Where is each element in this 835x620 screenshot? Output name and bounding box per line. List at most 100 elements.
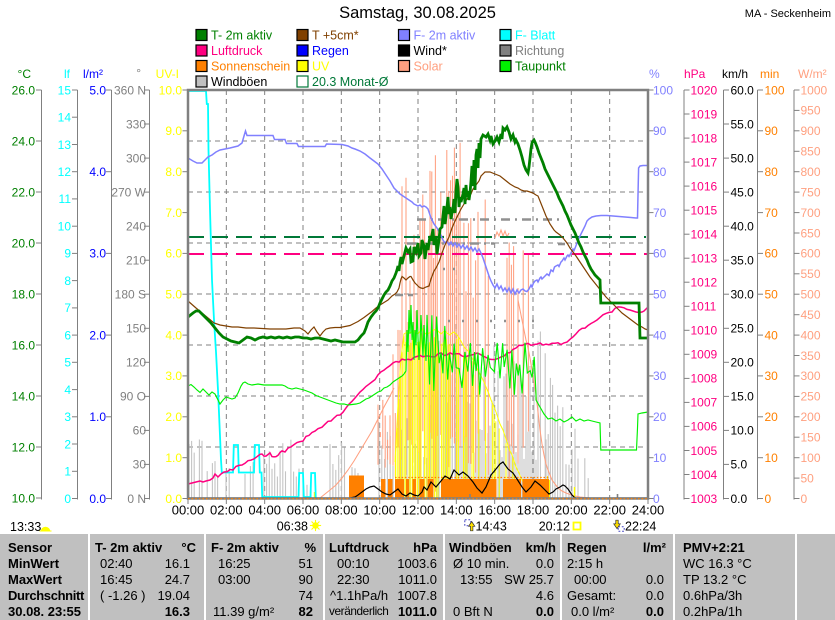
svg-text:10.0: 10.0	[159, 83, 183, 97]
svg-text:200: 200	[801, 410, 821, 424]
svg-text:70: 70	[765, 206, 779, 220]
svg-text:°C: °C	[18, 67, 32, 81]
svg-text:4.0: 4.0	[89, 165, 106, 179]
svg-text:240: 240	[126, 220, 146, 234]
svg-text:0.0: 0.0	[165, 492, 182, 506]
svg-text:°: °	[136, 66, 141, 80]
svg-text:02:00: 02:00	[210, 503, 243, 518]
svg-text:50.0: 50.0	[731, 151, 755, 165]
svg-text:14:43: 14:43	[476, 520, 507, 534]
svg-text:0 N: 0 N	[127, 492, 146, 506]
svg-text:15: 15	[58, 83, 72, 97]
svg-text:0.0: 0.0	[731, 492, 748, 506]
svg-text:Luftdruck: Luftdruck	[211, 44, 263, 58]
svg-text:10.0: 10.0	[12, 491, 36, 505]
svg-text:650: 650	[801, 226, 821, 240]
svg-text:40.0: 40.0	[731, 220, 755, 234]
svg-text:3: 3	[64, 410, 71, 424]
svg-text:450: 450	[801, 308, 821, 322]
svg-text:5.0: 5.0	[731, 458, 748, 472]
svg-text:2.0: 2.0	[89, 328, 106, 342]
svg-text:250: 250	[801, 390, 821, 404]
svg-text:13: 13	[58, 138, 72, 152]
svg-text:Richtung: Richtung	[515, 44, 564, 58]
svg-text:Regen: Regen	[312, 44, 349, 58]
svg-text:08:00: 08:00	[325, 503, 358, 518]
svg-text:20:00: 20:00	[555, 503, 588, 518]
svg-text:20:12: 20:12	[539, 520, 570, 534]
svg-text:1017: 1017	[691, 155, 718, 169]
svg-text:900: 900	[801, 124, 821, 138]
svg-text:0: 0	[765, 492, 772, 506]
svg-text:22:24: 22:24	[625, 520, 656, 534]
svg-text:1004: 1004	[691, 468, 718, 482]
svg-text:700: 700	[801, 206, 821, 220]
svg-text:06:00: 06:00	[287, 503, 320, 518]
svg-text:Solar: Solar	[414, 60, 443, 74]
svg-text:0: 0	[653, 492, 660, 506]
svg-text:W/m²: W/m²	[798, 67, 827, 81]
svg-text:1019: 1019	[691, 107, 718, 121]
svg-text:40: 40	[653, 328, 667, 342]
svg-text:90: 90	[765, 124, 779, 138]
svg-text:50: 50	[653, 288, 667, 302]
svg-text:10: 10	[653, 451, 667, 465]
svg-text:55.0: 55.0	[731, 117, 755, 131]
svg-text:T- 2m aktiv: T- 2m aktiv	[211, 29, 273, 43]
svg-text:2: 2	[64, 437, 71, 451]
svg-text:300: 300	[801, 369, 821, 383]
svg-text:3.0: 3.0	[165, 369, 182, 383]
svg-text:0: 0	[64, 492, 71, 506]
svg-text:lf: lf	[64, 67, 71, 81]
svg-text:360 N: 360 N	[114, 83, 146, 97]
svg-text:950: 950	[801, 104, 821, 118]
svg-text:30: 30	[765, 369, 779, 383]
svg-text:12.0: 12.0	[12, 440, 36, 454]
svg-text:30: 30	[133, 458, 147, 472]
svg-text:1003: 1003	[691, 492, 718, 506]
svg-text:%: %	[649, 67, 660, 81]
svg-text:60: 60	[765, 247, 779, 261]
svg-text:100: 100	[765, 83, 785, 97]
svg-text:400: 400	[801, 328, 821, 342]
svg-text:60: 60	[133, 424, 147, 438]
svg-text:00:00: 00:00	[172, 503, 205, 518]
svg-text:F- Blatt: F- Blatt	[515, 29, 556, 43]
svg-text:24.0: 24.0	[12, 134, 36, 148]
svg-text:T +5cm*: T +5cm*	[312, 29, 359, 43]
svg-text:1009: 1009	[691, 348, 718, 362]
svg-text:F- 2m aktiv: F- 2m aktiv	[414, 29, 477, 43]
svg-text:10: 10	[58, 220, 72, 234]
svg-text:1014: 1014	[691, 228, 718, 242]
svg-text:26.0: 26.0	[12, 83, 36, 97]
svg-text:330: 330	[126, 117, 146, 131]
svg-text:350: 350	[801, 349, 821, 363]
svg-text:16.0: 16.0	[12, 338, 36, 352]
svg-text:12:00: 12:00	[402, 503, 435, 518]
svg-text:210: 210	[126, 254, 146, 268]
svg-text:30.0: 30.0	[731, 288, 755, 302]
svg-text:80: 80	[653, 165, 667, 179]
svg-text:7: 7	[64, 301, 71, 315]
svg-text:18:00: 18:00	[517, 503, 550, 518]
svg-text:600: 600	[801, 247, 821, 261]
svg-text:9.0: 9.0	[165, 124, 182, 138]
svg-text:16:00: 16:00	[478, 503, 511, 518]
svg-text:20: 20	[765, 410, 779, 424]
svg-text:10: 10	[765, 451, 779, 465]
svg-text:Wind*: Wind*	[414, 44, 447, 58]
svg-text:0.0: 0.0	[89, 492, 106, 506]
svg-text:20.0: 20.0	[12, 236, 36, 250]
svg-text:24:00: 24:00	[632, 503, 665, 518]
svg-text:1006: 1006	[691, 420, 718, 434]
svg-text:120: 120	[126, 356, 146, 370]
svg-text:1015: 1015	[691, 204, 718, 218]
svg-text:50: 50	[801, 471, 815, 485]
svg-text:60: 60	[653, 247, 667, 261]
svg-text:18.0: 18.0	[12, 287, 36, 301]
svg-text:150: 150	[801, 431, 821, 445]
svg-text:1008: 1008	[691, 372, 718, 386]
svg-text:04:00: 04:00	[248, 503, 281, 518]
svg-text:min: min	[760, 67, 779, 81]
svg-text:22:00: 22:00	[593, 503, 626, 518]
